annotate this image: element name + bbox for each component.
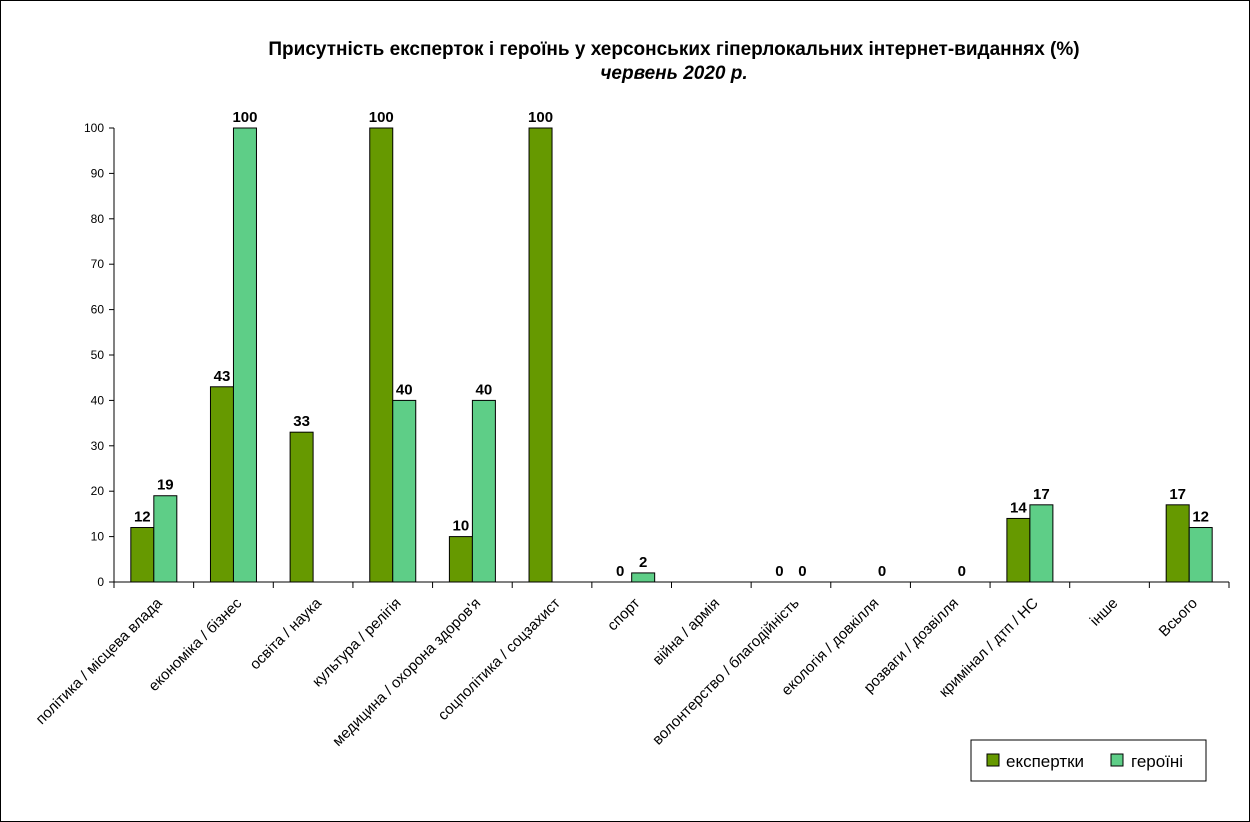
bar-experts <box>528 127 553 583</box>
data-label: 10 <box>453 518 470 535</box>
category-label: політика / місцева влада <box>33 594 167 728</box>
data-label: 100 <box>528 109 553 126</box>
data-label: 14 <box>1010 499 1027 516</box>
data-label: 40 <box>396 381 413 398</box>
data-label: 17 <box>1169 486 1186 503</box>
data-label: 12 <box>1192 509 1209 526</box>
bar-heroines <box>232 127 257 583</box>
y-tick-label: 0 <box>97 575 104 589</box>
y-tick-label: 90 <box>91 166 105 180</box>
data-label: 0 <box>798 563 806 580</box>
data-label: 33 <box>293 413 310 430</box>
bar-experts <box>448 536 473 583</box>
bars <box>130 127 1213 583</box>
data-label: 0 <box>958 563 966 580</box>
y-tick-label: 70 <box>91 257 105 271</box>
category-label: інше <box>1087 595 1122 630</box>
legend: експертки героїні <box>970 739 1207 782</box>
category-label: війна / армія <box>649 595 723 669</box>
bar-experts <box>209 386 234 583</box>
bar-heroines <box>1188 527 1213 583</box>
bar-heroines <box>153 495 178 583</box>
data-label: 12 <box>134 509 151 526</box>
legend-label: героїні <box>1131 752 1183 771</box>
y-tick-label: 10 <box>91 530 105 544</box>
data-label: 40 <box>476 381 493 398</box>
legend-box <box>970 739 1207 782</box>
data-label: 19 <box>157 477 174 494</box>
legend-swatch <box>986 753 1000 767</box>
y-tick-label: 30 <box>91 439 105 453</box>
data-label: 2 <box>639 554 647 571</box>
bar-heroines <box>392 399 417 583</box>
data-label: 100 <box>369 109 394 126</box>
bar-heroines <box>471 399 496 583</box>
category-label: медицина / охорона здоров'я <box>329 595 484 750</box>
y-tick-label: 20 <box>91 484 105 498</box>
category-label: освіта / наука <box>247 594 326 673</box>
category-label: волонтерство / благодійність <box>649 595 803 749</box>
bar-heroines <box>1029 504 1054 583</box>
data-label: 43 <box>214 368 231 385</box>
y-tick-label: 80 <box>91 212 105 226</box>
bar-experts <box>1006 517 1031 583</box>
data-label: 17 <box>1033 486 1050 503</box>
data-label: 0 <box>616 563 624 580</box>
y-tick-label: 50 <box>91 348 105 362</box>
data-label: 0 <box>775 563 783 580</box>
chart-subtitle: червень 2020 р. <box>600 63 747 84</box>
y-tick-label: 40 <box>91 393 105 407</box>
category-label: спорт <box>604 595 644 635</box>
bar-experts <box>289 431 314 583</box>
y-tick-label: 60 <box>91 303 105 317</box>
y-tick-label: 100 <box>84 121 104 135</box>
category-label: Всього <box>1156 595 1201 640</box>
bar-experts <box>1165 504 1190 583</box>
chart-title: Присутність експерток і героїнь у херсон… <box>268 39 1079 60</box>
data-label: 100 <box>232 109 257 126</box>
data-label: 0 <box>878 563 886 580</box>
bar-experts <box>369 127 394 583</box>
bar-experts <box>130 527 155 583</box>
legend-label: експертки <box>1006 752 1084 771</box>
bar-heroines <box>631 572 656 583</box>
legend-swatch <box>1110 753 1124 767</box>
